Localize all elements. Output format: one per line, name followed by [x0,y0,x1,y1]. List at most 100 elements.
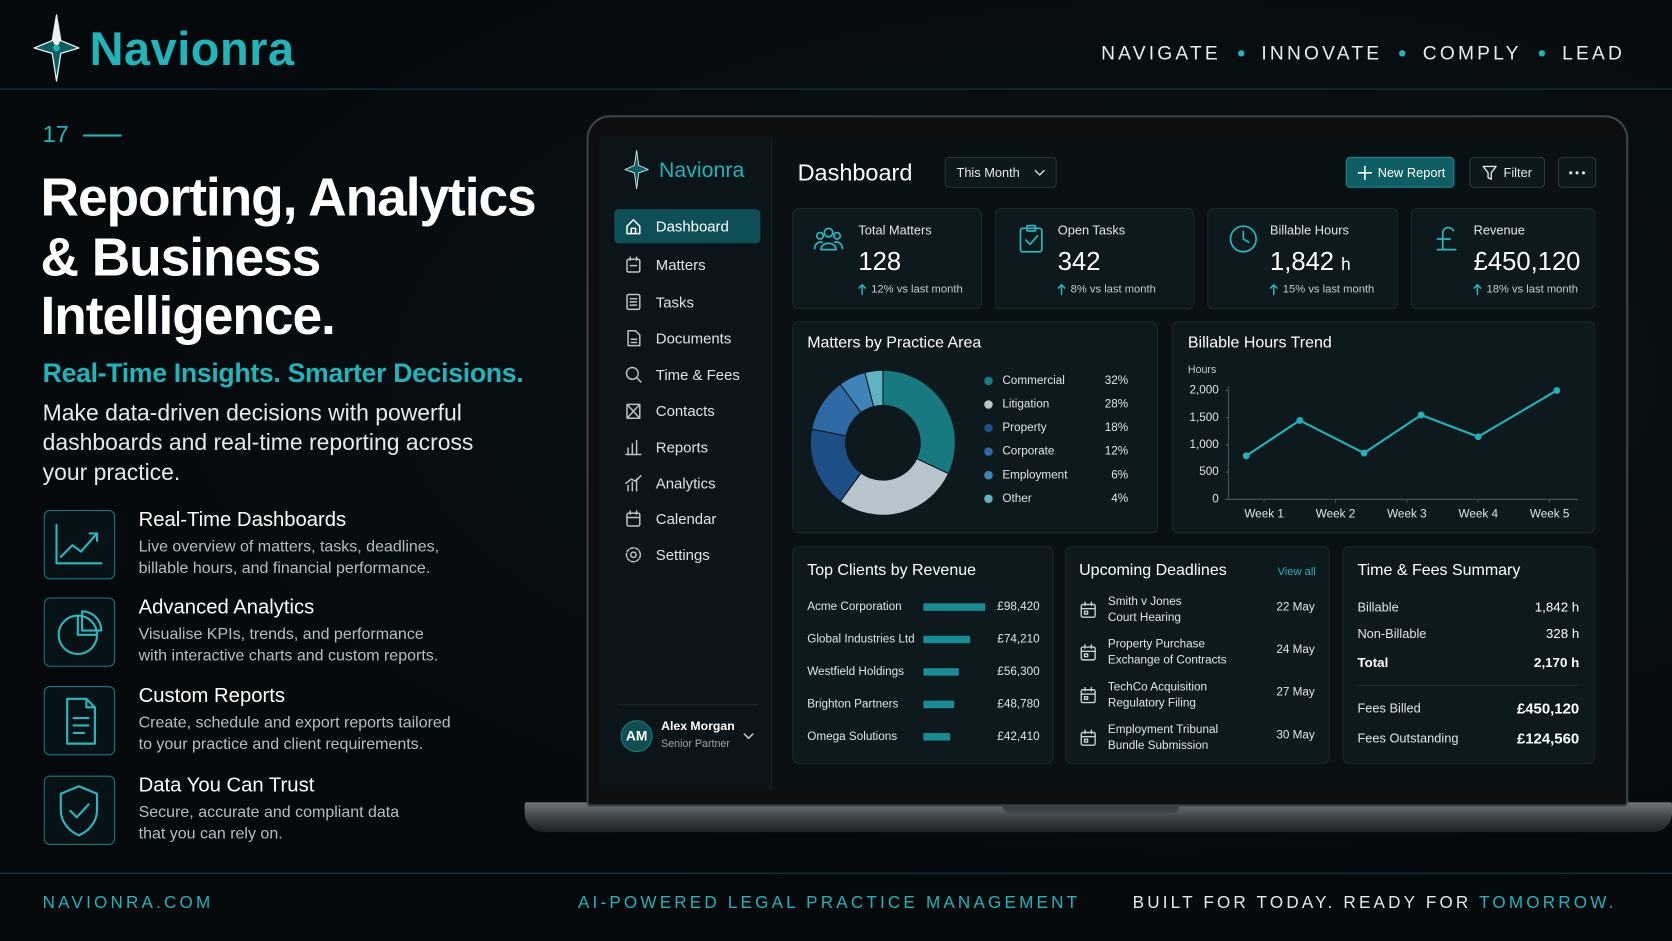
period-select[interactable] [944,156,1057,188]
icon-shape [1080,689,1096,704]
feature-icon-box [43,597,116,667]
logo-mark [33,14,80,82]
nav-item[interactable]: Matters [655,255,706,273]
footer-site: NAVIONRA.COM [42,894,214,913]
nav-icon [627,329,641,347]
kpi-change: 18% vs last month [1486,282,1578,296]
icon-shape [624,150,649,190]
period-label: This Month [956,165,1020,181]
kpi-icon [1436,226,1457,251]
fees-label: Fees Outstanding [1357,730,1459,746]
deadline-date: 24 May [1276,643,1315,657]
feature-icon-box [43,509,116,580]
icon-shape [1019,227,1043,253]
nav-item[interactable]: Tasks [655,292,694,311]
feature-icon [55,523,103,565]
plus-icon [1357,165,1373,181]
deadline-icon [1080,729,1096,746]
kpi-number: £450,120 [1473,247,1581,276]
icon-shape [743,733,754,740]
kpi-unit: h [1341,255,1351,274]
nav-item[interactable]: Analytics [655,474,716,492]
nav-item[interactable]: Reports [655,438,709,456]
kpi-change: 8% vs last month [1070,282,1156,296]
feature-text: Secure, accurate and compliant data [138,803,400,822]
feature-text: Visualise KPIs, trends, and performance [138,625,424,644]
page-title: Dashboard [797,158,913,186]
slide-title: Intelligence. [40,285,336,346]
deadline-date: 30 May [1276,729,1315,742]
kpi-value: 1,842 h [1270,247,1351,281]
app-brand: Navionra [658,158,745,183]
deadline-text: Court Hearing [1107,611,1181,625]
card [1171,321,1596,534]
icon-shape [88,532,99,542]
icon-shape [626,403,641,419]
header-rule [0,88,1672,90]
kpi-arrow [1057,284,1066,296]
tagline-word: NAVIGATE [1101,42,1221,65]
nav-icon [626,219,641,235]
intro-line: dashboards and real-time reporting acros… [42,430,474,456]
feature-title: Data You Can Trust [138,774,315,797]
feature-title: Advanced Analytics [138,595,315,619]
kpi-label: Open Tasks [1057,222,1126,238]
card [792,546,1054,764]
user-role: Senior Partner [661,738,730,751]
feature-title: Real-Time Dashboards [138,508,347,531]
card [792,321,1159,534]
nav-icon [625,475,642,492]
more-button[interactable] [1557,156,1597,188]
icon-shape [55,523,103,565]
nav-item[interactable]: Dashboard [655,217,729,235]
kpi-number: 342 [1057,247,1101,276]
icon-shape [1229,225,1257,253]
feature-icon [59,785,99,837]
number-rule [83,134,122,137]
footer-highlight: TOMORROW. [1479,894,1617,913]
filter-button[interactable] [1469,156,1546,188]
icon-shape [81,610,103,632]
tagline-word: INNOVATE [1261,42,1383,65]
feature-text: to your practice and client requirements… [138,734,424,753]
icon-shape [1080,646,1096,661]
kpi-value: 342 [1058,247,1101,278]
filter-icon [1482,165,1497,180]
nav-icon [626,293,641,311]
icon-shape [1026,224,1037,232]
icon-shape [1269,284,1278,289]
feature-text: Live overview of matters, tasks, deadlin… [138,537,440,556]
deadline-icon [1080,644,1096,661]
icon-shape [53,44,60,52]
card [1342,546,1596,764]
icon-shape [626,219,641,235]
deadline-text: Regulatory Filing [1107,697,1196,710]
icon-shape [1441,226,1455,251]
deadline-text: TechCo Acquisition [1107,681,1208,694]
fees-label: Non-Billable [1357,626,1427,641]
user-initials: AM [625,727,648,744]
icon-shape [833,231,842,240]
nav-item[interactable]: Settings [655,545,710,563]
nav-item[interactable]: Calendar [655,509,717,527]
icon-shape [1024,234,1039,246]
icon-shape [59,785,99,837]
icon-shape [1242,230,1250,244]
nav-item[interactable]: Documents [655,329,732,347]
tagline-dot [1538,50,1546,57]
nav-item[interactable]: Contacts [655,401,715,419]
fees-label: Fees Billed [1357,700,1421,716]
card-title: Time & Fees Summary [1357,561,1521,580]
icon-shape [1083,738,1089,743]
footer-right: BUILT FOR TODAY. READY FOR TOMORROW. [1133,893,1617,913]
deadline-text: Property Purchase [1107,638,1206,652]
more-icon [1569,171,1586,175]
kpi-change: 12% vs last month [871,282,963,296]
tagline-word: COMPLY [1422,42,1522,65]
icon-shape [625,366,639,381]
icon-shape [834,241,844,250]
kpi-icon [1229,225,1257,253]
icon-shape [626,258,641,273]
nav-item[interactable]: Time & Fees [655,365,740,383]
view-all-link[interactable]: View all [1277,565,1316,578]
